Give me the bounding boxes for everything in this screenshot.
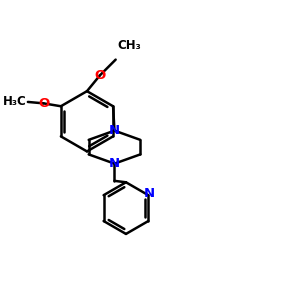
Text: CH₃: CH₃ — [117, 39, 141, 52]
Text: N: N — [109, 157, 120, 170]
Text: H₃C: H₃C — [3, 95, 26, 108]
Text: N: N — [144, 187, 155, 200]
Text: O: O — [94, 69, 106, 82]
Text: N: N — [109, 124, 120, 137]
Text: O: O — [38, 97, 49, 110]
